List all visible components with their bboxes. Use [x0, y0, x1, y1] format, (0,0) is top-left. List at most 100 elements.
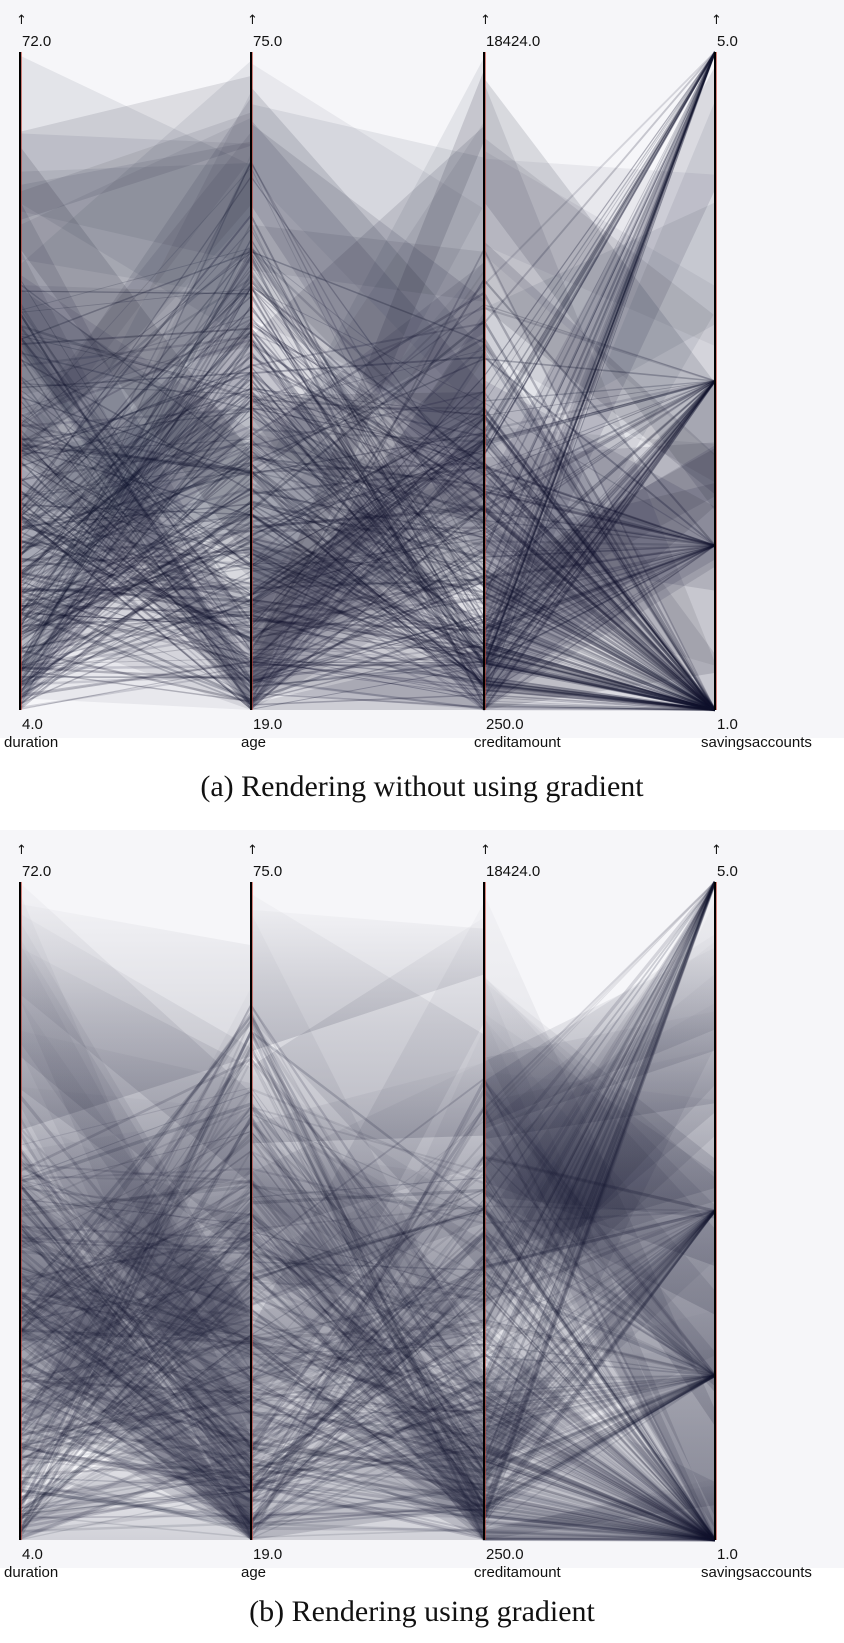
record-polyline [19, 390, 716, 711]
record-polyline [19, 51, 717, 685]
record-polyline [19, 51, 716, 594]
record-polyline [19, 613, 716, 712]
record-polyline [19, 398, 716, 711]
record-polyline [19, 661, 716, 711]
record-polyline [19, 413, 716, 711]
polyline-layer [18, 880, 717, 1542]
density-band [20, 467, 251, 710]
record-polyline [19, 390, 716, 711]
record-polyline [19, 415, 716, 711]
record-polyline [19, 577, 716, 711]
record-polyline [19, 321, 716, 627]
axis-min-label: 19.0 [253, 716, 282, 733]
record-polyline [19, 51, 716, 702]
record-polyline [19, 228, 716, 711]
record-polyline [19, 513, 716, 712]
record-polyline [19, 472, 716, 711]
record-polyline [19, 380, 716, 689]
record-polyline [19, 470, 716, 630]
record-polyline [19, 338, 716, 711]
density-band [251, 1060, 484, 1540]
axis-max-label: 5.0 [717, 863, 738, 880]
record-polyline [19, 365, 716, 711]
record-polyline [19, 380, 716, 630]
record-polyline [19, 504, 716, 711]
record-polyline [19, 501, 716, 652]
record-polyline [19, 446, 716, 711]
record-polyline [19, 51, 716, 702]
density-band [251, 317, 484, 710]
density-band [484, 158, 715, 346]
density-band [484, 442, 715, 623]
record-polyline [19, 380, 716, 684]
record-polyline [19, 379, 716, 603]
density-band [20, 55, 251, 342]
density-band [20, 146, 251, 563]
density-band [251, 909, 484, 1052]
record-polyline [19, 456, 716, 667]
density-band [484, 340, 715, 710]
record-polyline [19, 51, 716, 670]
record-polyline [19, 513, 716, 711]
record-polyline [19, 553, 716, 711]
record-polyline [19, 268, 716, 711]
density-band [20, 388, 251, 710]
record-polyline [19, 319, 717, 711]
record-polyline [19, 545, 716, 665]
record-polyline [19, 480, 716, 712]
record-polyline [19, 51, 716, 524]
record-polyline [19, 327, 716, 589]
record-polyline [19, 379, 716, 671]
density-band [484, 1484, 715, 1540]
record-polyline [19, 320, 716, 595]
density-band [251, 541, 484, 710]
record-polyline [19, 537, 716, 711]
record-polyline [19, 440, 716, 711]
caption-a: (a) Rendering without using gradient [200, 770, 644, 803]
record-polyline [19, 516, 716, 711]
record-polyline [19, 380, 716, 482]
record-polyline [19, 439, 716, 711]
density-band [20, 285, 251, 522]
density-band [484, 66, 715, 685]
record-polyline [19, 461, 716, 711]
density-band [20, 112, 251, 396]
record-polyline [19, 51, 716, 639]
record-polyline [19, 287, 716, 711]
record-polyline [19, 500, 716, 712]
record-polyline [19, 356, 716, 711]
record-polyline [19, 406, 716, 711]
record-polyline [19, 278, 716, 653]
record-polyline [19, 450, 716, 711]
record-polyline [19, 304, 716, 711]
record-polyline [19, 51, 716, 695]
axis-min-label: 19.0 [253, 1546, 282, 1563]
density-band [251, 224, 484, 433]
axis-max-arrow-icon: ↑ [480, 843, 491, 858]
density-band [251, 312, 484, 710]
record-polyline [19, 51, 716, 681]
record-polyline [19, 51, 716, 632]
density-band [484, 82, 715, 711]
record-polyline [19, 330, 716, 643]
density-band [251, 337, 484, 710]
record-polyline [19, 461, 716, 679]
record-polyline [19, 379, 716, 575]
plot-background [0, 0, 844, 738]
density-band [251, 70, 484, 706]
density-band [20, 133, 251, 264]
record-polyline [19, 358, 716, 711]
record-polyline [19, 351, 716, 711]
axis-name-label: age [241, 734, 266, 751]
record-polyline [19, 487, 716, 711]
record-polyline [19, 545, 716, 710]
record-polyline [19, 499, 716, 711]
axis-max-label: 72.0 [22, 33, 51, 50]
record-polyline [18, 303, 716, 711]
record-polyline [19, 444, 716, 712]
record-polyline [19, 51, 717, 679]
record-polyline [19, 557, 716, 711]
